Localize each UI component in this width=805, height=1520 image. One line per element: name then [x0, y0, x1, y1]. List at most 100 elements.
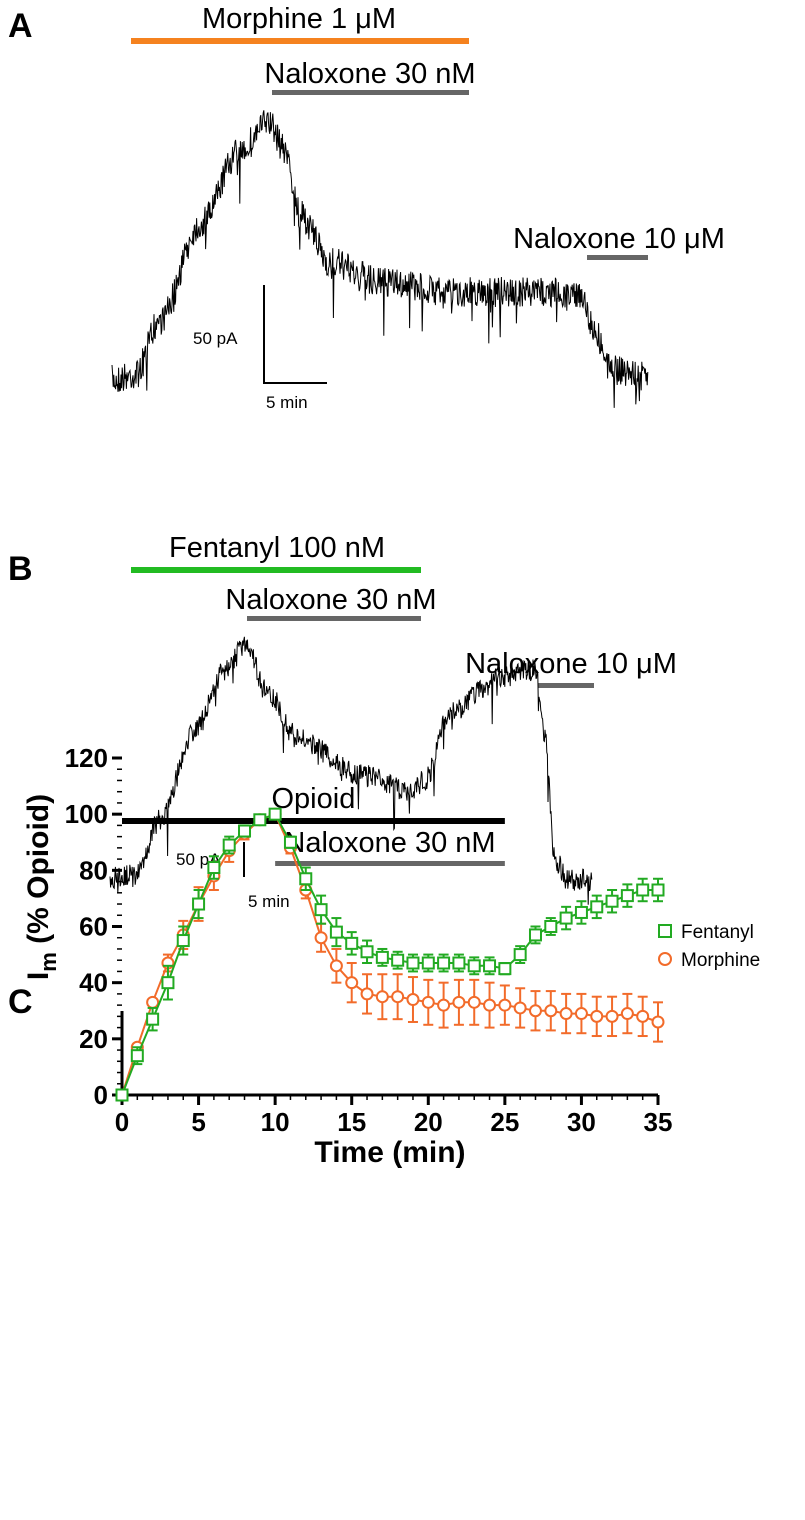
data-point [283, 835, 297, 849]
data-point [314, 931, 328, 945]
data-point [421, 956, 435, 970]
data-point [620, 1007, 634, 1021]
panel-a-naloxone30-label: Naloxone 30 nM [264, 58, 475, 90]
y-tick-label: 60 [79, 912, 108, 942]
data-point [498, 998, 512, 1012]
panel-b-naloxone10-label: Naloxone 10 μM [465, 648, 677, 680]
y-tick-label: 40 [79, 968, 108, 998]
data-point [467, 995, 481, 1009]
data-point [483, 959, 497, 973]
panel-a-naloxone10-label: Naloxone 10 μM [513, 223, 725, 255]
data-point [314, 903, 328, 917]
panel-a-scale-current-label: 50 pA [193, 329, 238, 348]
data-point [391, 953, 405, 967]
panel-c-treatment-bars: Opioid Naloxone 30 nM [122, 783, 505, 866]
panel-a-letter: A [8, 7, 33, 45]
x-axis-title: Time (min) [314, 1136, 465, 1169]
data-point [375, 950, 389, 964]
data-point [544, 920, 558, 933]
x-tick-label: 15 [337, 1107, 366, 1137]
panel-b-naloxone10-bar [538, 683, 594, 688]
data-point [329, 959, 343, 973]
data-point [559, 1007, 573, 1021]
data-point [253, 813, 267, 827]
data-point [222, 838, 236, 852]
data-point [605, 1009, 619, 1023]
chart-bar-label-0: Opioid [272, 783, 356, 815]
panel-c-letter: C [8, 983, 33, 1021]
data-point [391, 990, 405, 1004]
panel-b-fentanyl-label: Fentanyl 100 nM [169, 532, 385, 564]
data-point [513, 1001, 527, 1015]
data-point [360, 987, 374, 1001]
panel-a-naloxone30-bar [272, 90, 469, 95]
x-tick-label: 5 [191, 1107, 205, 1137]
data-point [620, 889, 634, 903]
x-axis-ticks: 0 5 10 15 20 25 30 35 [115, 1095, 673, 1137]
y-axis-title-subscript: m [36, 952, 61, 972]
legend-morphine-marker [658, 952, 672, 966]
data-point [130, 1049, 144, 1063]
chart-bar-0 [122, 818, 505, 824]
data-point [299, 872, 313, 886]
x-tick-label: 10 [261, 1107, 290, 1137]
data-point [636, 1009, 650, 1023]
data-point [590, 1009, 604, 1023]
data-point [207, 861, 221, 875]
data-point [146, 995, 160, 1009]
panel-a-scale-time-label: 5 min [266, 393, 308, 412]
legend-fentanyl-marker [658, 924, 672, 938]
y-tick-label: 20 [79, 1024, 108, 1054]
data-point [513, 948, 527, 962]
data-point [115, 1088, 129, 1102]
legend: Fentanyl Morphine [658, 922, 760, 971]
y-axis-ticks: 0 20 40 60 80 100 120 [65, 743, 122, 1110]
x-tick-label: 35 [644, 1107, 673, 1137]
panel-b-scale-time-label: 5 min [248, 892, 290, 911]
data-point [437, 998, 451, 1012]
chart-series [115, 807, 665, 1102]
x-tick-label: 30 [567, 1107, 596, 1137]
y-tick-label: 120 [65, 743, 108, 773]
data-point [467, 959, 481, 973]
data-point [345, 936, 359, 950]
panel-b-current-trace [109, 636, 593, 905]
panel-b: B Fentanyl 100 nM Naloxone 30 nM Naloxon… [8, 532, 677, 911]
panel-a-morphine-bar [131, 38, 469, 44]
data-point [360, 945, 374, 959]
data-point [329, 925, 343, 939]
y-tick-label: 80 [79, 855, 108, 885]
data-point [528, 1004, 542, 1018]
data-point [498, 962, 512, 976]
y-tick-label: 0 [94, 1080, 108, 1110]
x-tick-label: 25 [490, 1107, 519, 1137]
chart-bar-1 [275, 861, 505, 866]
data-point [406, 956, 420, 970]
panel-a: A Morphine 1 μM Naloxone 30 nM Naloxone … [8, 3, 725, 412]
data-point [176, 934, 190, 948]
data-point [636, 883, 650, 897]
data-point [483, 998, 497, 1012]
data-point [146, 1012, 160, 1026]
panel-a-naloxone10-bar [587, 255, 648, 260]
panel-b-fentanyl-bar [131, 567, 421, 573]
data-point [345, 976, 359, 990]
panel-b-naloxone30-label: Naloxone 30 nM [225, 584, 436, 616]
data-point [544, 1004, 558, 1018]
data-point [437, 956, 451, 970]
chart-bar-label-1: Naloxone 30 nM [284, 827, 495, 859]
panel-a-morphine-label: Morphine 1 μM [202, 3, 396, 35]
data-point [268, 807, 282, 821]
panel-a-current-trace [111, 110, 649, 408]
x-tick-label: 20 [414, 1107, 443, 1137]
data-point [238, 824, 252, 838]
data-point [421, 995, 435, 1009]
data-point [161, 976, 175, 990]
legend-fentanyl-label: Fentanyl [681, 922, 754, 943]
panel-b-naloxone30-bar [247, 616, 421, 621]
data-point [406, 993, 420, 1007]
data-point [528, 928, 542, 942]
data-point [559, 911, 573, 925]
